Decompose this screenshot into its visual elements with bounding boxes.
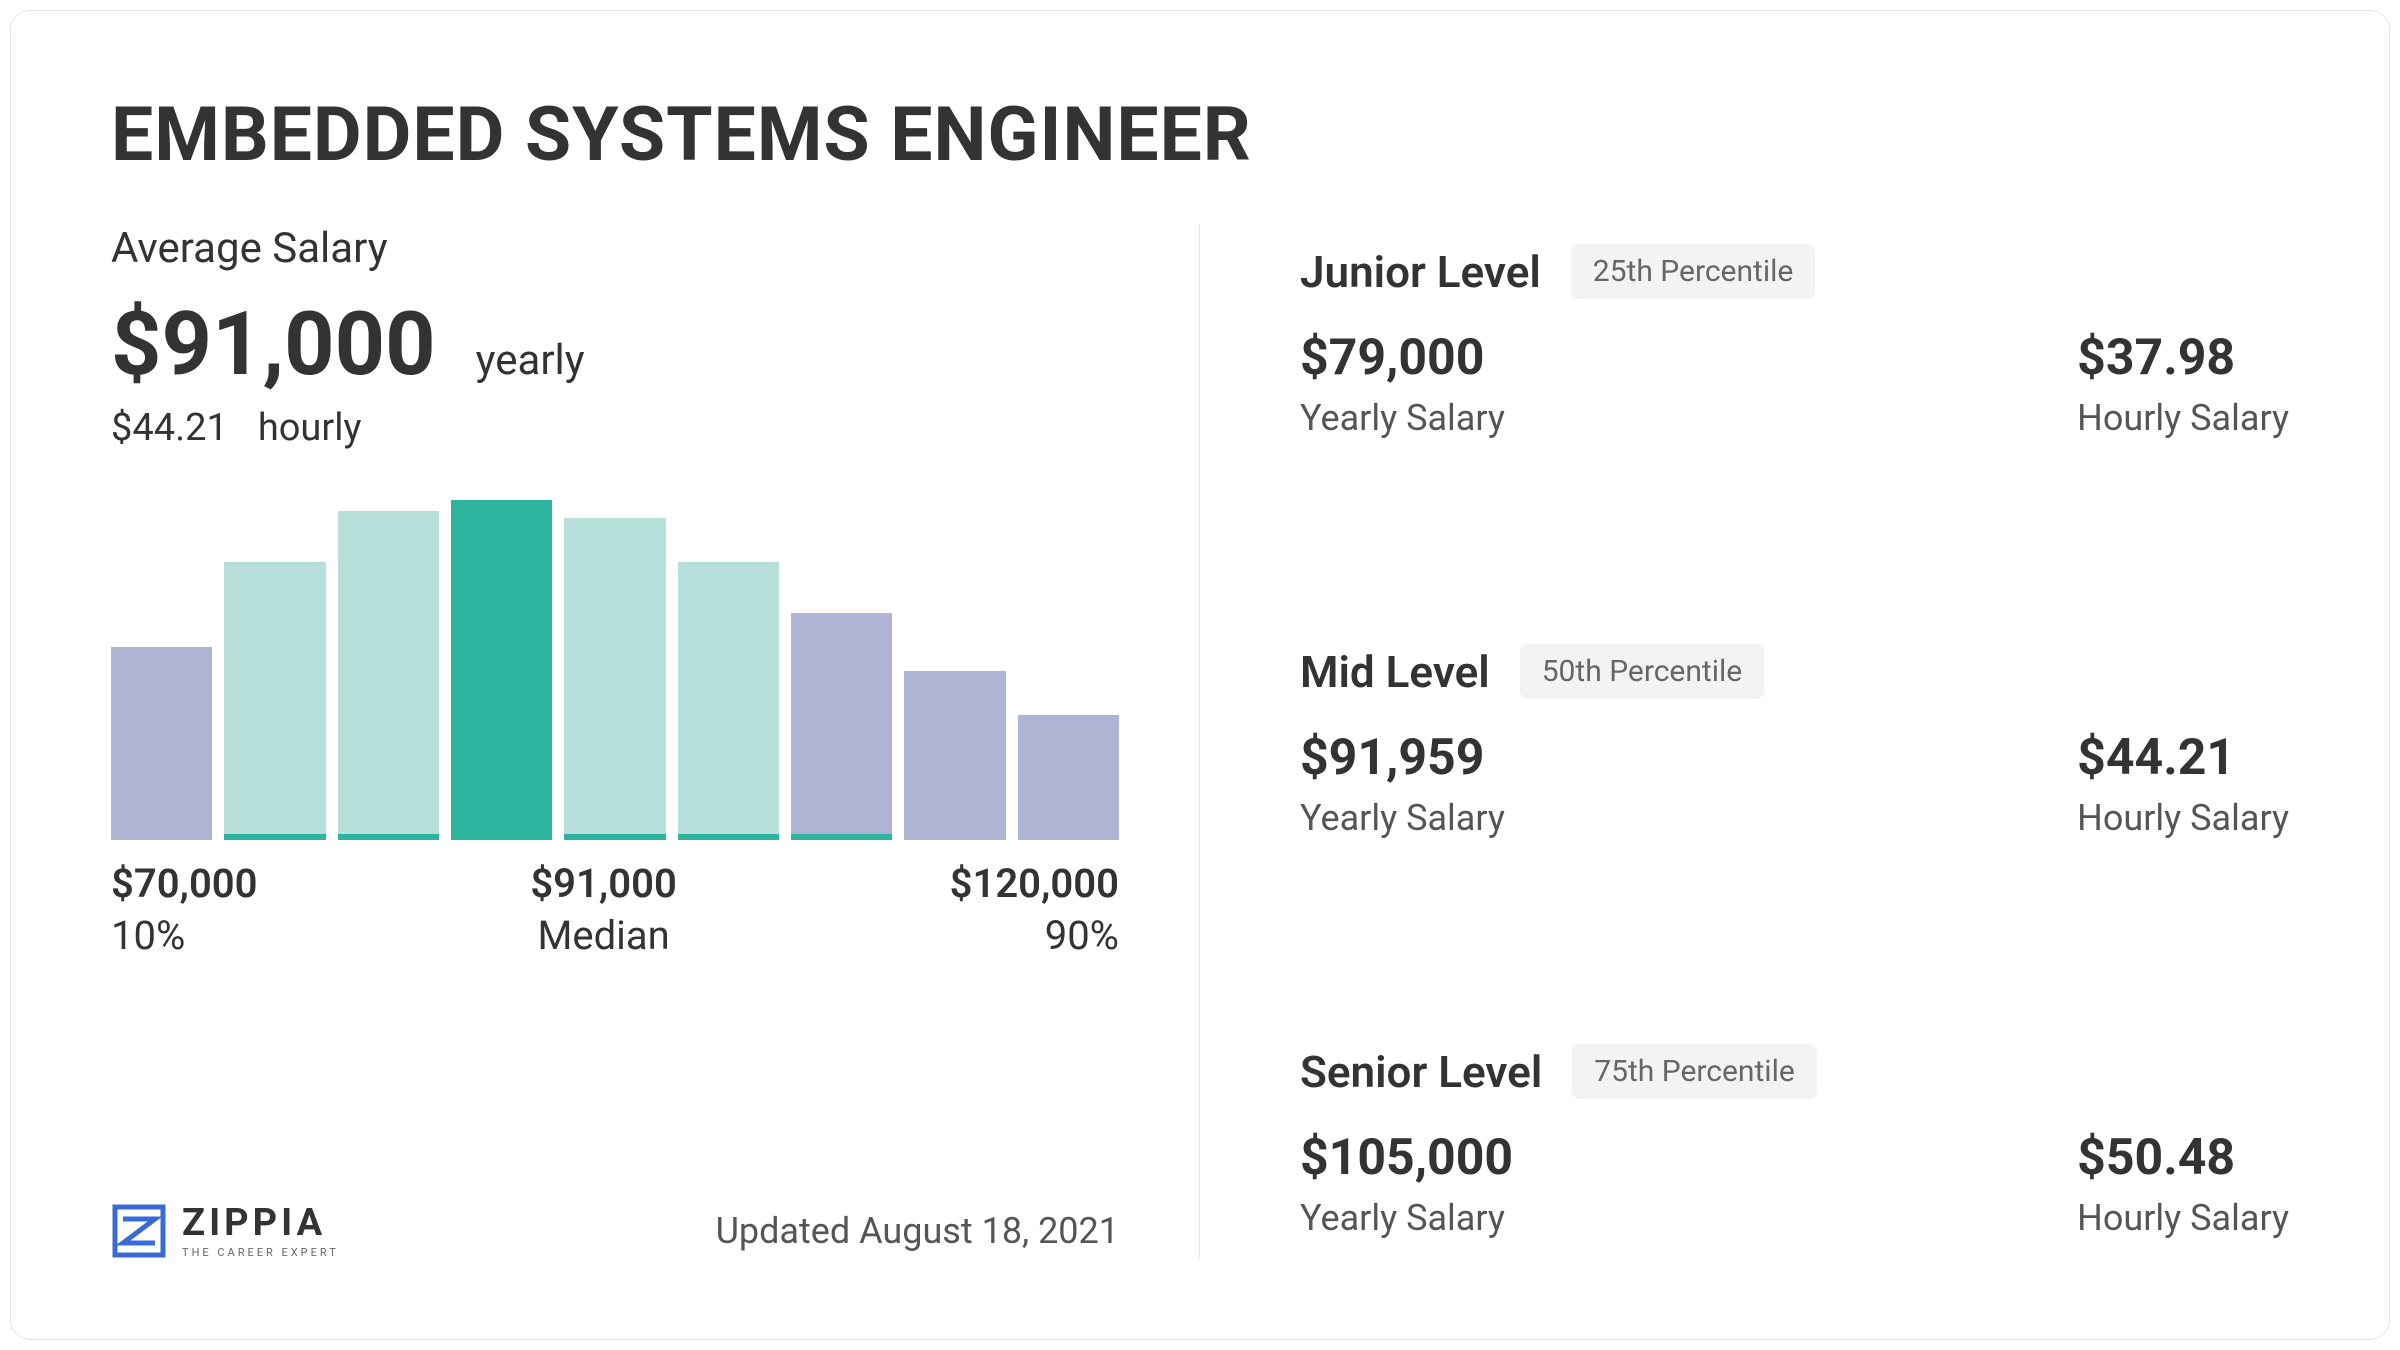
bar-body [904,671,1005,834]
content-row: Average Salary $91,000 yearly $44.21 hou… [111,224,2289,1259]
level-header: Mid Level 50th Percentile [1300,644,2289,699]
yearly-salary-label: Yearly Salary [1300,1197,1513,1239]
hourly-col: $50.48 Hourly Salary [2077,1129,2289,1239]
average-hourly-value: $44.21 [111,406,228,450]
yearly-salary-label: Yearly Salary [1300,797,1505,839]
salary-card: EMBEDDED SYSTEMS ENGINEER Average Salary… [10,10,2390,1340]
axis-middle-value: $91,000 [530,860,677,907]
axis-middle: $91,000 Median [530,860,677,959]
salary-distribution-chart [111,500,1119,840]
average-yearly-unit: yearly [476,336,585,385]
bar-body [678,562,779,834]
percentile-badge: 75th Percentile [1572,1044,1817,1099]
bar-underline [338,834,439,840]
level-name: Mid Level [1300,646,1490,698]
hourly-salary-value: $50.48 [2077,1129,2289,1187]
brand-logo: ZIPPIA THE CAREER EXPERT [111,1203,339,1259]
bar-underline [1018,834,1119,840]
level-name: Senior Level [1300,1046,1542,1098]
yearly-col: $105,000 Yearly Salary [1300,1129,1513,1239]
level-values-row: $105,000 Yearly Salary $50.48 Hourly Sal… [1300,1129,2289,1239]
bar-underline [678,834,779,840]
axis-left-value: $70,000 [111,860,258,907]
bar-underline [111,834,212,840]
level-values-row: $79,000 Yearly Salary $37.98 Hourly Sala… [1300,329,2289,439]
bar-body [564,518,665,834]
levels-panel: Junior Level 25th Percentile $79,000 Yea… [1200,224,2289,1259]
level-name: Junior Level [1300,246,1541,298]
average-hourly-unit: hourly [258,406,362,450]
level-block-2: Senior Level 75th Percentile $105,000 Ye… [1300,1024,2289,1259]
average-hourly-row: $44.21 hourly [111,406,1119,450]
average-yearly-value: $91,000 [111,293,436,396]
level-values-row: $91,959 Yearly Salary $44.21 Hourly Sala… [1300,729,2289,839]
bar-underline [451,834,552,840]
axis-middle-label: Median [530,912,677,959]
chart-axis: $70,000 10% $91,000 Median $120,000 90% [111,860,1119,959]
axis-right-label: 90% [950,912,1119,959]
yearly-salary-label: Yearly Salary [1300,397,1505,439]
bar-0 [111,500,212,840]
bar-underline [791,834,892,840]
yearly-salary-value: $91,959 [1300,729,1505,787]
average-yearly-row: $91,000 yearly [111,293,1119,396]
left-panel: Average Salary $91,000 yearly $44.21 hou… [111,224,1200,1259]
brand-text: ZIPPIA THE CAREER EXPERT [182,1204,339,1259]
bar-8 [1018,500,1119,840]
hourly-salary-value: $44.21 [2077,729,2289,787]
hourly-salary-label: Hourly Salary [2077,397,2289,439]
level-header: Senior Level 75th Percentile [1300,1044,2289,1099]
bar-body [1018,715,1119,834]
bar-2 [338,500,439,840]
average-salary-label: Average Salary [111,224,1119,273]
bar-body [791,613,892,834]
zippia-logo-icon [111,1203,167,1259]
job-title: EMBEDDED SYSTEMS ENGINEER [111,91,2289,179]
hourly-salary-label: Hourly Salary [2077,797,2289,839]
axis-left: $70,000 10% [111,860,258,959]
axis-right-value: $120,000 [950,860,1119,907]
hourly-salary-label: Hourly Salary [2077,1197,2289,1239]
bar-underline [564,834,665,840]
bar-underline [904,834,1005,840]
bar-4 [564,500,665,840]
yearly-salary-value: $105,000 [1300,1129,1513,1187]
axis-left-label: 10% [111,912,258,959]
yearly-col: $79,000 Yearly Salary [1300,329,1505,439]
axis-right: $120,000 90% [950,860,1119,959]
bar-7 [904,500,1005,840]
brand-tagline: THE CAREER EXPERT [182,1246,339,1259]
level-header: Junior Level 25th Percentile [1300,244,2289,299]
bar-body [338,511,439,834]
bar-body [224,562,325,834]
bar-underline [224,834,325,840]
left-footer: ZIPPIA THE CAREER EXPERT Updated August … [111,1143,1119,1259]
brand-name: ZIPPIA [182,1204,339,1242]
hourly-col: $37.98 Hourly Salary [2077,329,2289,439]
percentile-badge: 50th Percentile [1520,644,1765,699]
yearly-salary-value: $79,000 [1300,329,1505,387]
bar-body [111,647,212,834]
bar-1 [224,500,325,840]
bar-6 [791,500,892,840]
bar-3 [451,500,552,840]
updated-date: Updated August 18, 2021 [716,1210,1119,1252]
hourly-col: $44.21 Hourly Salary [2077,729,2289,839]
hourly-salary-value: $37.98 [2077,329,2289,387]
bar-5 [678,500,779,840]
yearly-col: $91,959 Yearly Salary [1300,729,1505,839]
bar-body [451,500,552,834]
level-block-1: Mid Level 50th Percentile $91,959 Yearly… [1300,624,2289,859]
level-block-0: Junior Level 25th Percentile $79,000 Yea… [1300,224,2289,459]
percentile-badge: 25th Percentile [1571,244,1816,299]
